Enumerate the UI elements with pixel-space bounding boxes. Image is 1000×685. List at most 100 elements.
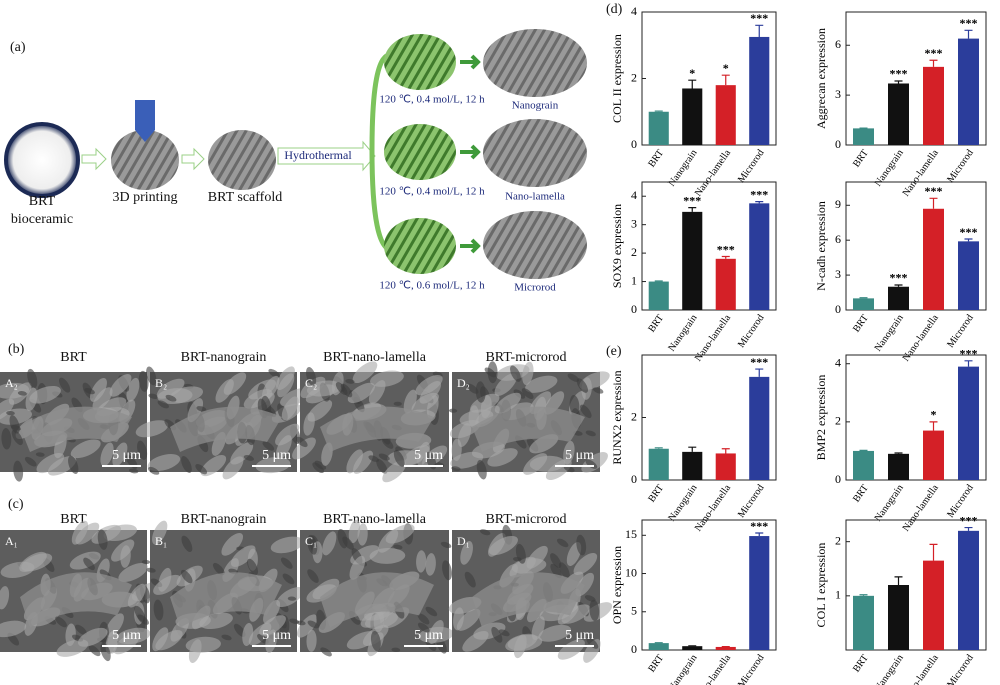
texture bbox=[417, 613, 430, 625]
texture bbox=[88, 645, 101, 657]
arrow bbox=[181, 147, 205, 171]
error-bar bbox=[654, 280, 663, 282]
bar bbox=[682, 646, 703, 650]
texture bbox=[268, 368, 280, 378]
texture bbox=[295, 436, 308, 448]
texture bbox=[415, 374, 443, 396]
bar bbox=[648, 643, 669, 650]
texture bbox=[137, 440, 148, 460]
texture bbox=[322, 531, 337, 556]
texture bbox=[479, 529, 491, 536]
panel-label: (e) bbox=[606, 344, 622, 359]
x-tick-label: BRT bbox=[646, 313, 666, 335]
texture bbox=[147, 466, 160, 475]
texture bbox=[307, 534, 318, 555]
x-tick-label: Microrod bbox=[945, 148, 976, 185]
texture bbox=[97, 529, 108, 550]
texture bbox=[345, 379, 355, 384]
panel-label: (d) bbox=[606, 2, 623, 17]
x-tick-label: Nanograin bbox=[666, 313, 699, 354]
texture bbox=[27, 368, 38, 389]
error-bar bbox=[755, 24, 764, 37]
y-tick-label: 5 bbox=[631, 604, 637, 618]
scale-label: 5 μm bbox=[112, 628, 141, 643]
texture bbox=[29, 385, 61, 404]
texture bbox=[494, 392, 522, 414]
texture bbox=[153, 574, 181, 595]
scaffold bbox=[111, 130, 179, 190]
y-tick-label: 3 bbox=[835, 87, 841, 101]
texture bbox=[120, 545, 131, 568]
texture bbox=[557, 639, 585, 660]
texture bbox=[352, 361, 378, 384]
y-tick-label: 15 bbox=[625, 527, 637, 541]
x-tick-label: Microrod bbox=[736, 653, 767, 685]
texture bbox=[223, 372, 247, 395]
arrow bbox=[277, 140, 376, 172]
image-tag: B₂ bbox=[155, 376, 167, 390]
sem-images bbox=[483, 29, 587, 279]
error-bar bbox=[964, 526, 973, 531]
significance: *** bbox=[925, 184, 943, 198]
y-axis-label: N-cadh expression bbox=[814, 201, 828, 291]
error-bar bbox=[929, 59, 938, 67]
y-tick-label: 10 bbox=[625, 565, 637, 579]
cell bbox=[170, 572, 282, 628]
image-tag: A₁ bbox=[5, 534, 18, 548]
image-title: BRT-nanograin bbox=[181, 350, 267, 365]
bar bbox=[888, 453, 909, 480]
texture bbox=[569, 395, 580, 417]
texture bbox=[230, 442, 254, 465]
texture bbox=[376, 458, 388, 474]
texture bbox=[425, 553, 436, 576]
axes-frame bbox=[641, 181, 777, 311]
significance: *** bbox=[750, 519, 768, 533]
x-tick-label: Nanograin bbox=[873, 653, 906, 685]
significance: * bbox=[931, 408, 937, 422]
scale-label: 5 μm bbox=[262, 448, 291, 463]
texture bbox=[460, 540, 473, 565]
texture bbox=[378, 453, 390, 461]
texture bbox=[188, 639, 202, 663]
texture bbox=[312, 462, 325, 474]
texture bbox=[0, 620, 27, 638]
cell bbox=[320, 406, 434, 452]
texture bbox=[1, 428, 12, 450]
texture bbox=[195, 464, 208, 475]
texture bbox=[25, 387, 38, 412]
axes-frame bbox=[845, 11, 987, 146]
error-bar bbox=[929, 543, 938, 561]
y-tick-label: 0 bbox=[631, 642, 637, 656]
bar bbox=[682, 211, 703, 310]
cell bbox=[472, 572, 585, 628]
x-tick-label: BRT bbox=[646, 483, 666, 505]
texture bbox=[340, 383, 353, 398]
x-tick-label: Nano-lamella bbox=[901, 652, 942, 685]
nozzle bbox=[135, 100, 155, 142]
texture bbox=[580, 404, 592, 419]
texture bbox=[146, 366, 157, 386]
texture bbox=[470, 393, 500, 413]
scale-label: 5 μm bbox=[565, 628, 594, 643]
error-bar bbox=[859, 594, 868, 596]
y-axis-label: Aggrecan expression bbox=[814, 28, 828, 129]
texture bbox=[576, 378, 588, 393]
texture bbox=[11, 429, 23, 446]
image-title: BRT-microrod bbox=[485, 512, 566, 527]
texture bbox=[84, 387, 95, 395]
morphology: Microrod bbox=[514, 282, 556, 294]
bar bbox=[715, 646, 736, 650]
image-tag: B₁ bbox=[155, 534, 167, 548]
texture bbox=[370, 370, 404, 387]
y-tick-label: 0 bbox=[835, 302, 841, 316]
texture bbox=[545, 459, 572, 481]
texture bbox=[287, 596, 297, 601]
texture bbox=[347, 382, 375, 404]
bar bbox=[923, 66, 944, 145]
texture bbox=[243, 455, 255, 461]
texture bbox=[586, 637, 599, 649]
texture bbox=[442, 560, 452, 581]
texture bbox=[112, 442, 128, 467]
y-axis-label: COL I expression bbox=[814, 543, 828, 628]
